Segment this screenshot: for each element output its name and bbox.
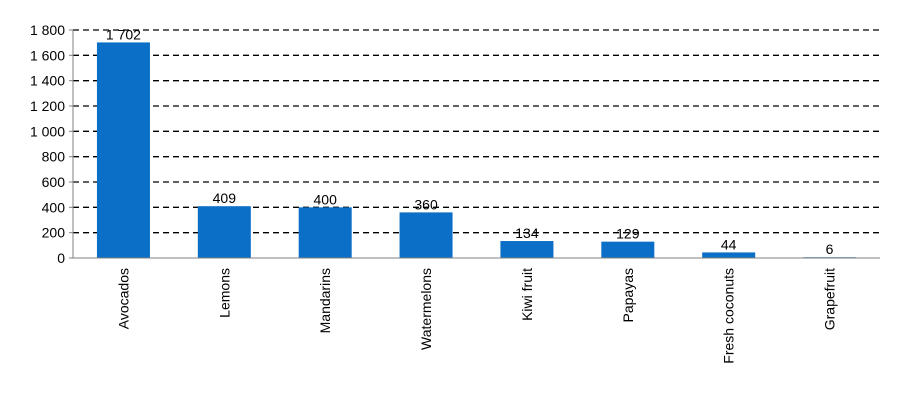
y-tick-label: 400 [42,199,66,215]
category-label: Avocados [115,268,131,329]
y-tick-labels: 0 200 400 600 800 1 000 1 200 1 400 1 600 1 800 [30,22,65,266]
data-labels: 1 702 409 400 360 134 129 44 6 [106,26,834,257]
bar [601,241,655,258]
data-label: 134 [515,225,539,241]
y-tick-label: 1 200 [30,98,65,114]
category-labels: Avocados Lemons Mandarins Watermelons Kiwi f… [115,268,837,364]
y-tick-label: 1 400 [30,73,65,89]
category-label: Watermelons [418,268,434,350]
bar [197,206,251,258]
y-tick-label: 800 [42,149,66,165]
category-label: Kiwi fruit [519,268,535,321]
data-label: 400 [314,191,338,207]
category-label: Papayas [620,268,636,322]
data-label: 1 702 [106,26,141,42]
data-label: 6 [826,241,834,257]
bar [96,42,150,259]
data-label: 409 [213,190,237,206]
bar [500,241,554,258]
y-tick-label: 1 000 [30,123,65,139]
category-label: Mandarins [317,268,333,333]
bar [298,207,352,258]
data-label: 360 [414,196,438,212]
category-label: Lemons [216,268,232,318]
category-label: Grapefruit [822,268,838,330]
gridlines [73,29,880,234]
y-tick-label: 600 [42,174,66,190]
category-label: Fresh coconuts [721,268,737,364]
y-tick-label: 1 800 [30,22,65,38]
y-tick-label: 200 [42,225,66,241]
y-tick-label: 0 [57,250,65,266]
bar [702,252,756,258]
data-label: 44 [721,236,737,252]
bars [96,42,857,259]
axes [69,29,880,259]
bar [399,212,453,258]
y-tick-label: 1 600 [30,47,65,63]
data-label: 129 [616,226,640,242]
